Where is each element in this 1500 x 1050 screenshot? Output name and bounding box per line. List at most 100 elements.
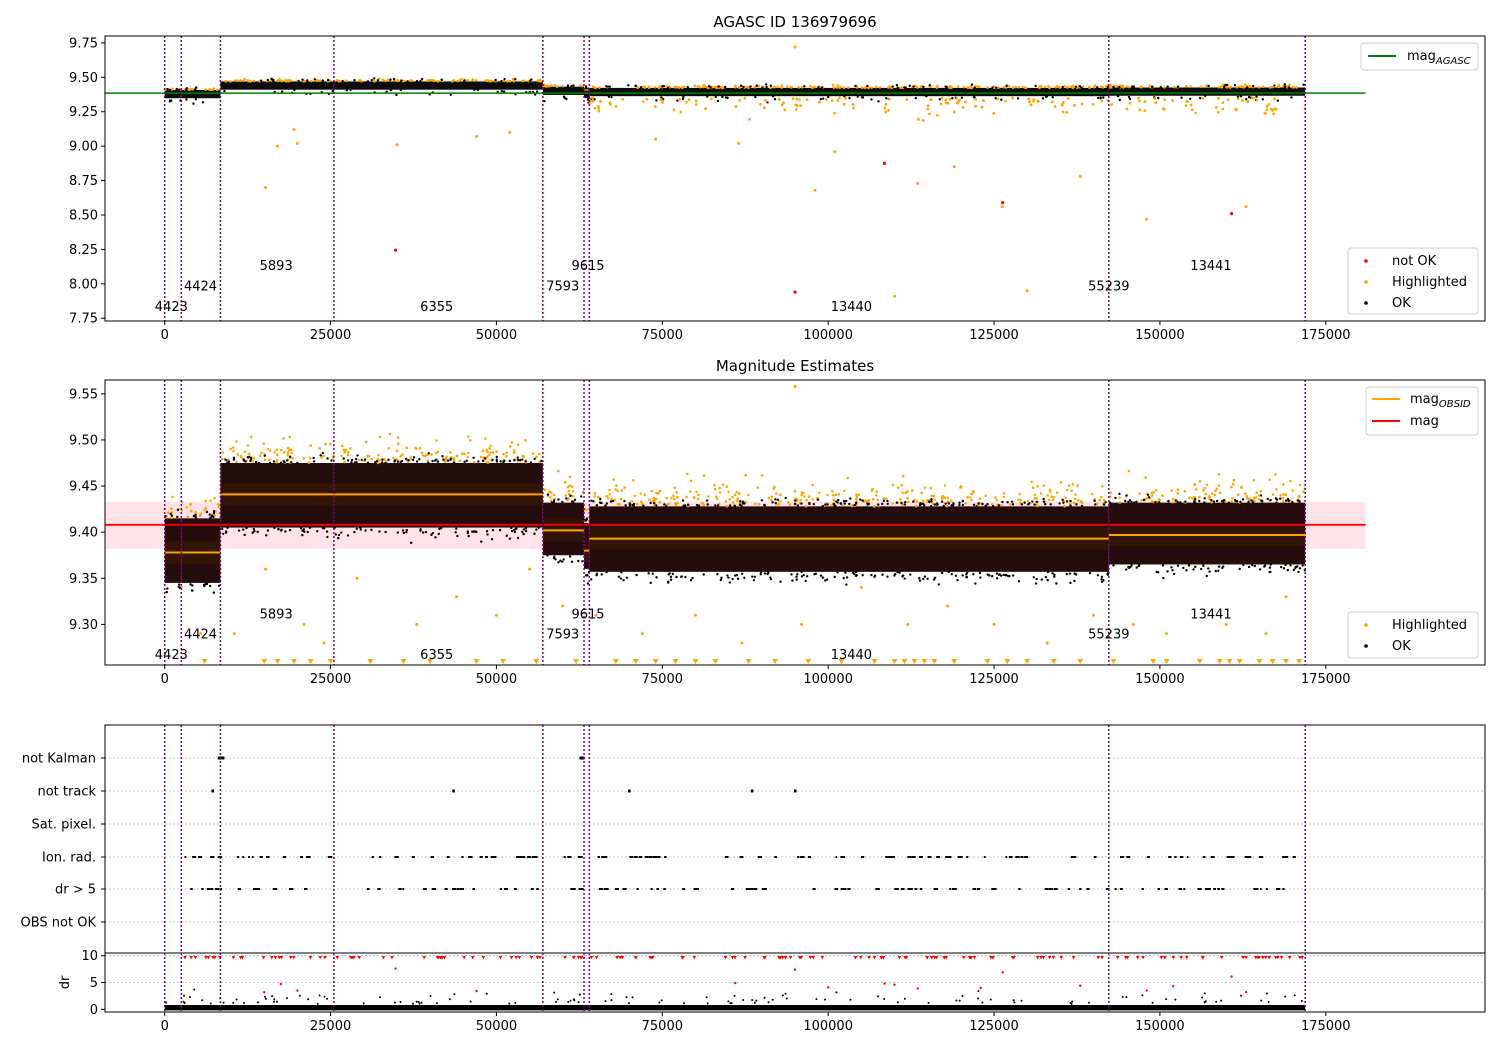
flag-mark (638, 856, 643, 858)
dr-ok-point (927, 1001, 930, 1004)
ok-point (979, 576, 982, 579)
ok-point (1112, 564, 1115, 567)
highlighted-point (640, 502, 644, 506)
highlighted-point (1217, 96, 1220, 100)
dr-clipped-marker (620, 956, 625, 960)
highlighted-point (1030, 480, 1033, 484)
ok-point (514, 527, 517, 531)
ok-point (521, 458, 524, 461)
dr-clipped-marker (189, 956, 194, 960)
highlighted-point (1244, 205, 1248, 209)
highlighted-point (561, 604, 565, 608)
ok-point (524, 529, 528, 533)
ok-point (1157, 96, 1160, 100)
flag-mark (1048, 888, 1053, 890)
highlighted-point (614, 105, 618, 108)
highlighted-point (1165, 632, 1169, 636)
dr-ok-point (1151, 1001, 1154, 1004)
ok-point (1208, 570, 1211, 573)
ok-point (605, 502, 609, 505)
highlighted-point (481, 449, 485, 453)
ok-point (1245, 86, 1249, 89)
dr-clipped-marker (1257, 956, 1261, 960)
highlighted-point (485, 448, 488, 452)
clipped-marker (400, 659, 407, 664)
highlighted-point (466, 455, 470, 459)
flag-mark (615, 888, 620, 890)
dr-clipped-marker (437, 956, 441, 960)
highlighted-point (238, 79, 242, 82)
clipped-marker (901, 659, 908, 664)
ok-point (817, 86, 820, 89)
ok-point (481, 459, 485, 463)
dr-ok-point (977, 990, 980, 993)
dr-ok-point (555, 1000, 558, 1003)
flag-mark (1276, 888, 1279, 890)
ok-point (900, 501, 903, 505)
ok-point (572, 84, 575, 87)
ok-point (891, 85, 894, 88)
ok-point (593, 98, 596, 101)
ok-point (760, 499, 764, 502)
ok-point (415, 79, 419, 83)
dr-ok-band (584, 1005, 590, 1011)
obsid-label: 6355 (420, 300, 453, 315)
ok-point (771, 501, 774, 504)
highlighted-point (946, 496, 950, 500)
flag-mark (254, 888, 257, 890)
highlighted-point (235, 440, 238, 443)
highlighted-point (1171, 98, 1175, 102)
highlighted-point (472, 460, 476, 464)
clipped-marker (573, 659, 580, 664)
highlighted-point (795, 107, 798, 111)
ok-point (1217, 569, 1220, 572)
highlighted-point (738, 99, 742, 102)
highlighted-point (448, 451, 452, 454)
ok-point (1185, 569, 1188, 572)
highlighted-point (648, 498, 651, 501)
ok-point (494, 78, 497, 82)
ok-point (399, 88, 403, 92)
highlighted-point (940, 96, 944, 100)
dr-clipped-marker (579, 956, 583, 960)
highlighted-point (718, 486, 721, 490)
flag-mark (875, 888, 880, 890)
highlighted-point (605, 494, 608, 498)
flag-mark (214, 888, 220, 890)
ok-point (1075, 503, 1078, 506)
flag-mark (774, 856, 777, 858)
highlighted-point (1284, 595, 1288, 599)
flag-mark (937, 856, 940, 858)
legend-label: Highlighted (1392, 618, 1467, 633)
flag-mark (894, 888, 899, 890)
dr-clipped-marker (788, 956, 793, 960)
dr-high-point (394, 967, 397, 970)
ok-point (1002, 573, 1005, 577)
highlighted-point (1226, 98, 1230, 102)
highlighted-point (491, 451, 495, 454)
highlighted-point (888, 97, 891, 101)
highlighted-point (776, 85, 779, 89)
ok-point (586, 574, 589, 577)
highlighted-point (817, 100, 821, 104)
ok-point (753, 575, 757, 579)
ok-point (449, 458, 452, 462)
dr-clipped-marker (991, 956, 995, 960)
flag-mark (1282, 888, 1285, 890)
dr-clipped-marker (589, 956, 594, 960)
highlighted-point (619, 497, 623, 501)
ok-point (995, 577, 999, 580)
ok-point (1204, 94, 1207, 98)
dr-clipped-marker (1171, 956, 1176, 960)
ok-point (442, 458, 445, 461)
dr-ok-point (981, 1001, 984, 1004)
ok-point (302, 528, 306, 531)
ok-point (733, 574, 737, 577)
ok-point (726, 574, 729, 577)
ok-point (499, 460, 502, 463)
x-tick-label: 175000 (1301, 1019, 1351, 1034)
ok-point (972, 95, 976, 99)
highlighted-point (355, 576, 359, 580)
flag-mark (911, 856, 916, 858)
ok-point (477, 460, 480, 463)
